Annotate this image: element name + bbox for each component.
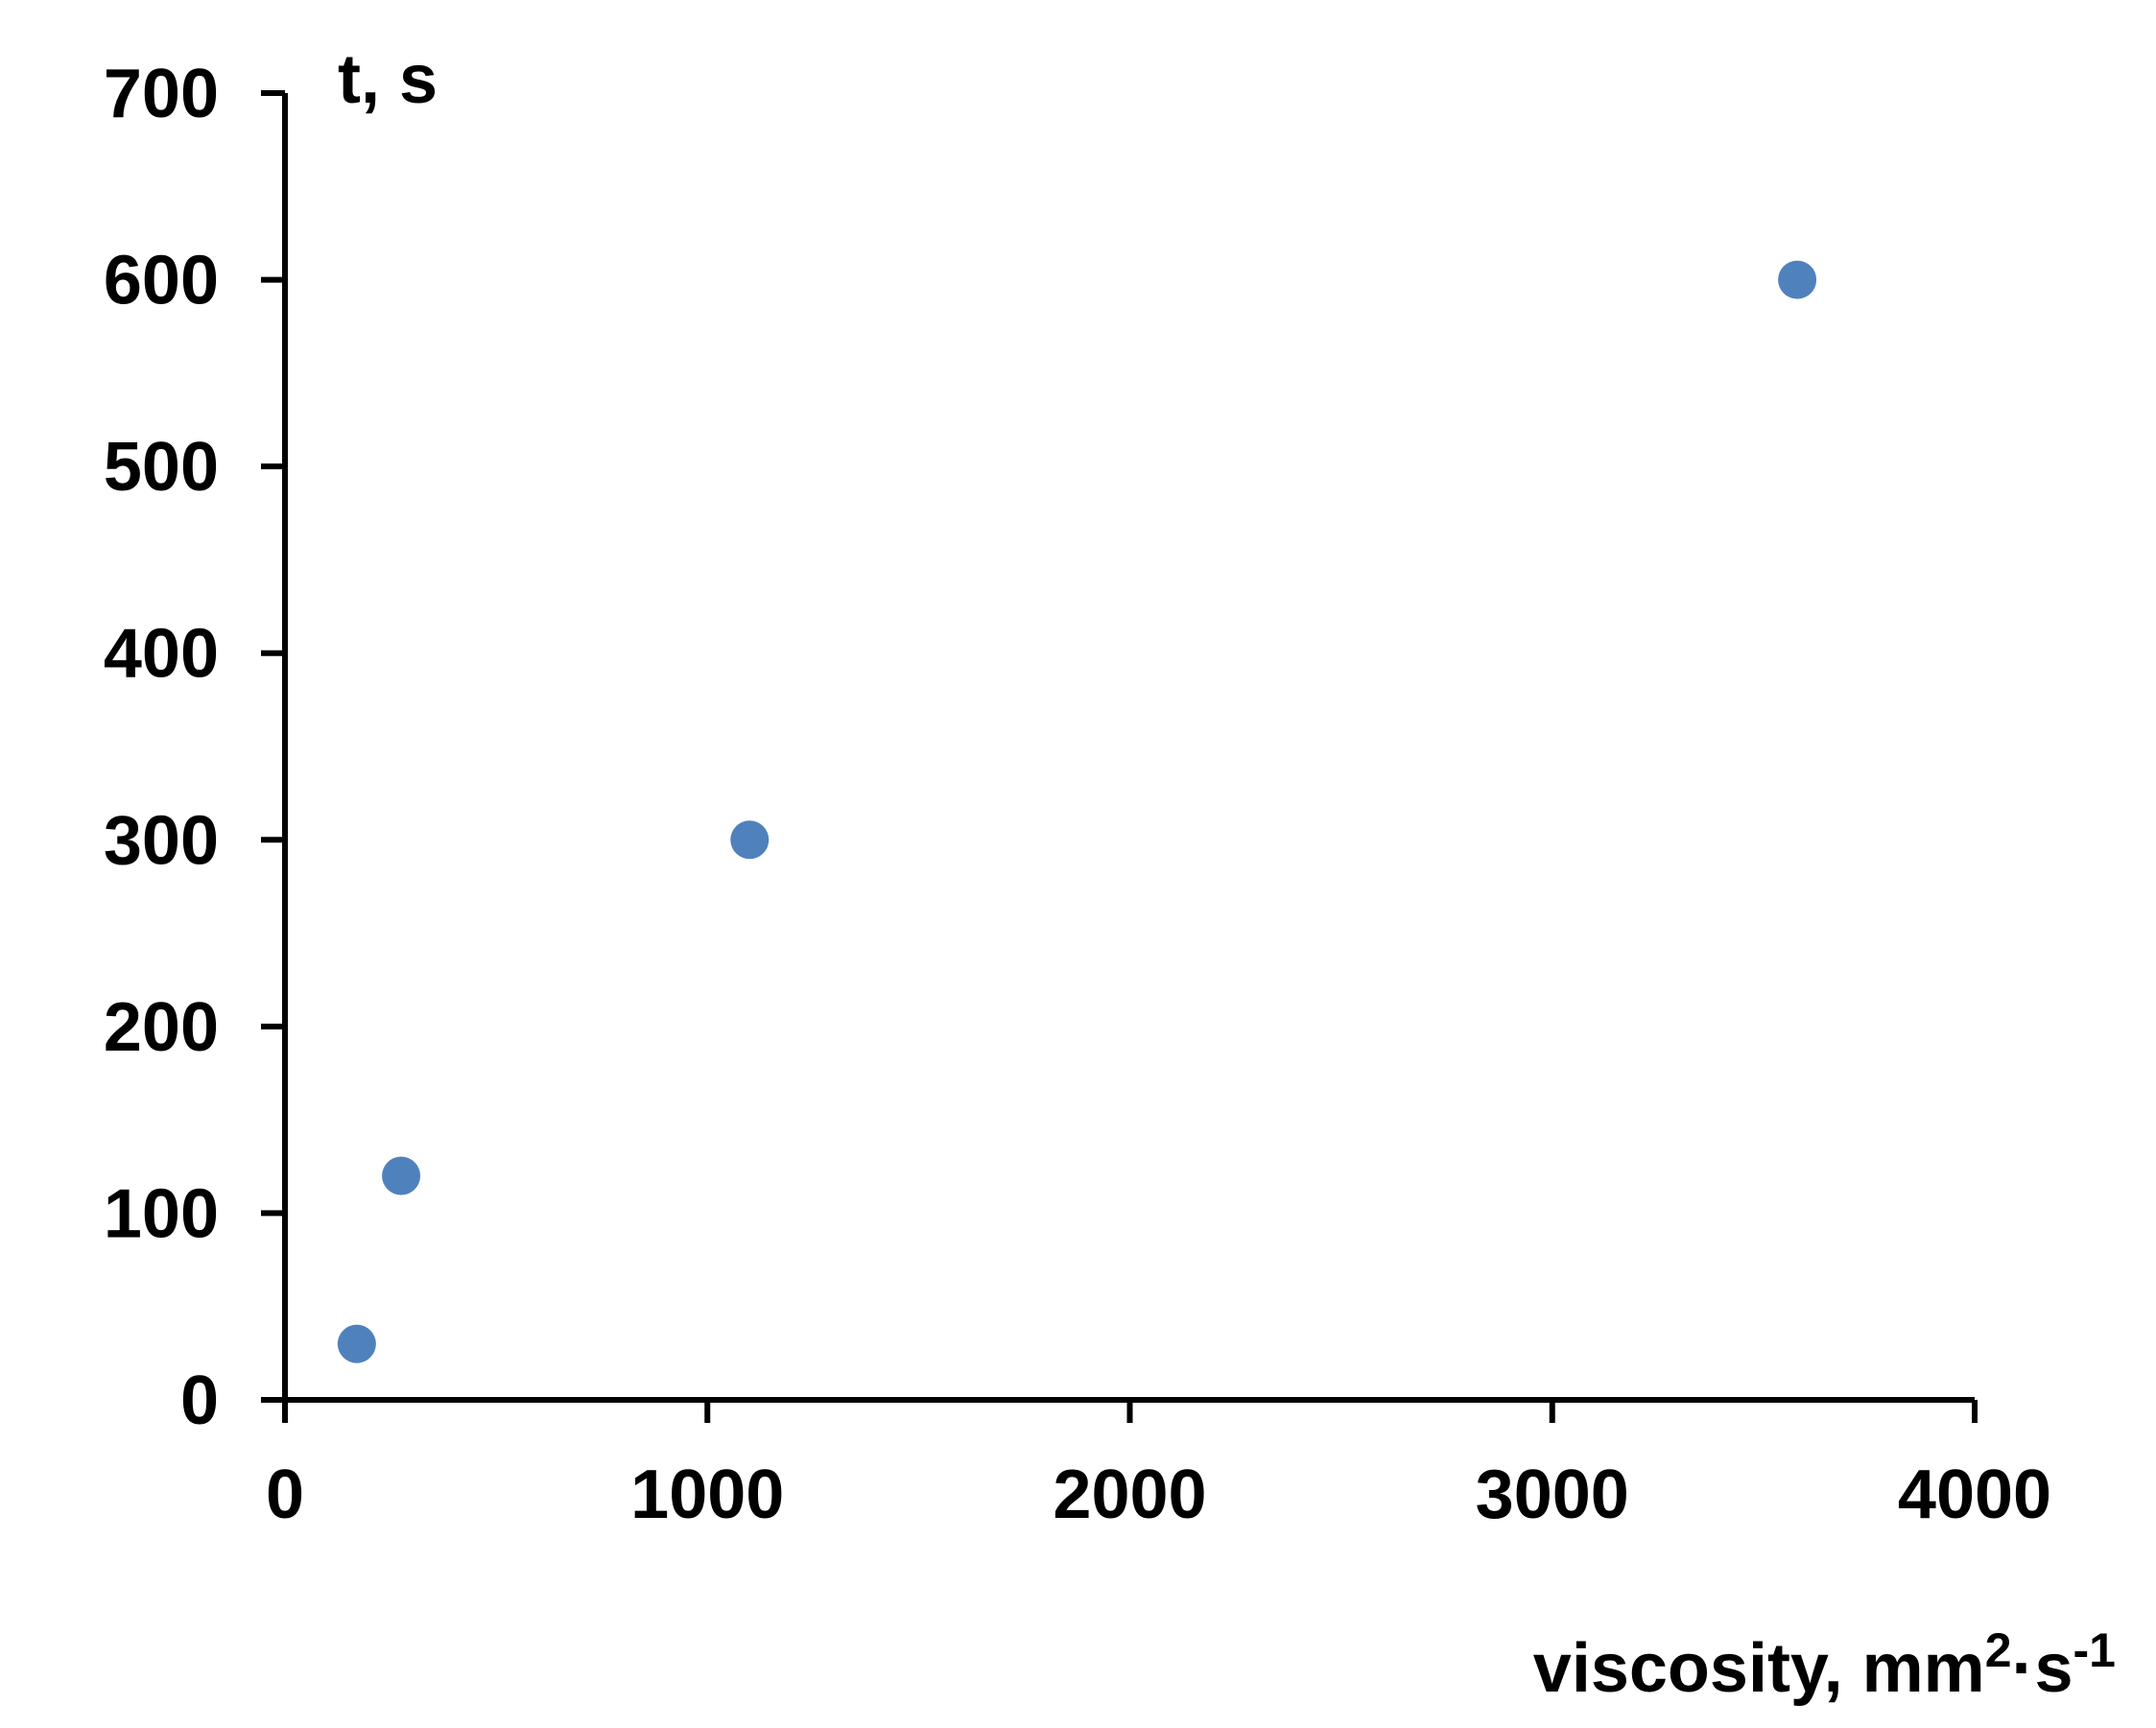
x-tick-label: 2000 [1053,1456,1206,1533]
data-point [730,820,770,860]
data-point [1778,260,1817,299]
y-tick-label: 300 [104,802,219,879]
x-tick-label: 4000 [1898,1456,2051,1533]
x-tick-label: 0 [266,1456,304,1533]
x-axis-label-middle: ·s [2012,1630,2073,1707]
y-tick-label: 500 [104,429,219,506]
y-axis-label: t, s [338,41,438,118]
y-tick-label: 0 [180,1362,219,1439]
y-tick-label: 100 [104,1175,219,1252]
data-point [382,1156,421,1195]
x-tick-label: 3000 [1476,1456,1629,1533]
x-axis-label-main: viscosity, mm [1533,1630,1985,1707]
x-axis-label: viscosity, mm2·s-1 [1533,1623,2116,1707]
y-tick-label: 700 [104,56,219,132]
y-tick-label: 400 [104,616,219,693]
x-axis-label-superscript-1: 2 [1985,1623,2012,1677]
x-axis-label-superscript-2: -1 [2073,1623,2116,1677]
data-point [337,1324,376,1363]
x-tick-label: 1000 [630,1456,784,1533]
y-axis-ticks: 0 100 200 300 400 500 600 700 [104,56,285,1439]
y-tick-label: 200 [104,989,219,1066]
x-axis-ticks: 0 1000 2000 3000 4000 [266,1400,2051,1533]
data-points [337,260,1817,1363]
y-tick-label: 600 [104,243,219,320]
